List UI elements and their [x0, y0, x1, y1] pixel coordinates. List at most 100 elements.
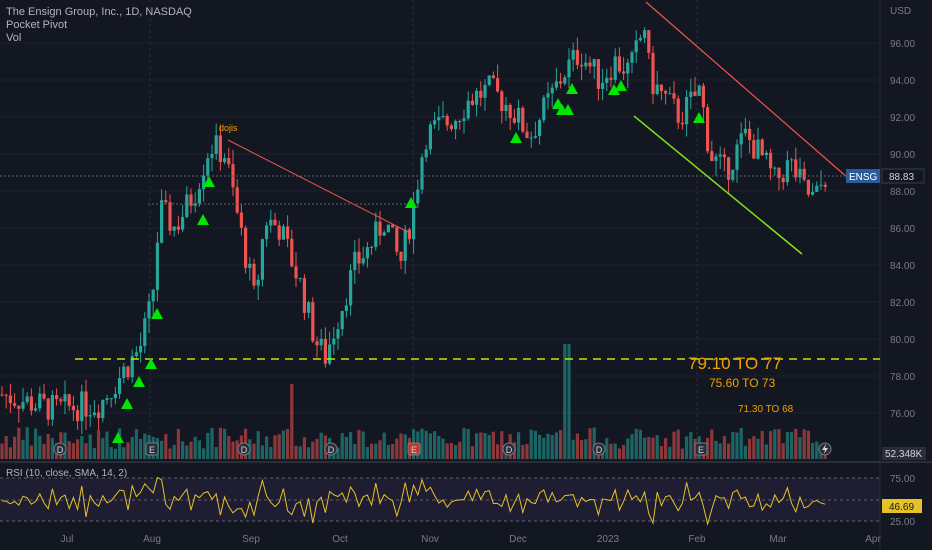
event-letter: E: [698, 445, 704, 455]
volume-bar: [307, 447, 310, 459]
candle-body: [105, 398, 108, 400]
price-tick: 96.00: [890, 39, 915, 50]
volume-bar: [794, 429, 797, 459]
volume-bar: [131, 437, 134, 459]
volume-bar: [38, 436, 41, 459]
volume-bar: [437, 436, 440, 459]
candle-body: [761, 140, 764, 156]
volume-bar: [441, 439, 444, 459]
volume-bar: [370, 444, 373, 459]
volume-bar: [311, 442, 314, 459]
candle-body: [538, 120, 541, 136]
candle-body: [307, 302, 310, 313]
candle-body: [101, 400, 104, 418]
rsi-pane[interactable]: RSI (10, close, SMA, 14, 2) 75.00 25.00 …: [0, 468, 922, 528]
candle-body: [521, 108, 524, 132]
volume-bar: [290, 384, 293, 459]
volume-bar: [425, 431, 428, 459]
volume-bar: [122, 447, 125, 459]
symbol-title[interactable]: The Ensign Group, Inc., 1D, NASDAQ: [6, 6, 192, 19]
candle-body: [807, 180, 810, 195]
price-value: 88.83: [889, 172, 914, 183]
pocket-pivot-label[interactable]: Pocket Pivot: [6, 19, 192, 32]
volume-bar: [84, 443, 87, 459]
event-letter: E: [149, 445, 155, 455]
candle-body: [374, 222, 377, 247]
volume-bar: [777, 429, 780, 459]
volume-bar: [580, 440, 583, 459]
volume-bar: [731, 432, 734, 459]
chart-legend: The Ensign Group, Inc., 1D, NASDAQ Pocke…: [6, 6, 192, 45]
event-letter: E: [411, 445, 417, 455]
volume-bar: [563, 344, 566, 459]
candle-body: [681, 123, 684, 125]
candle-body: [59, 399, 62, 401]
volume-bar: [257, 431, 260, 459]
pivot-triangle: [405, 197, 417, 208]
candle-body: [542, 98, 545, 121]
candle-body: [252, 264, 255, 286]
candle-body: [181, 217, 184, 230]
rsi-tick-75: 75.00: [890, 474, 915, 485]
volume-bar: [357, 430, 360, 459]
candle-body: [168, 202, 171, 231]
candle-body: [47, 399, 50, 420]
time-axis[interactable]: Jul Aug Sep Oct Nov Dec 2023 Feb Mar Apr: [61, 534, 882, 545]
candle-body: [811, 192, 814, 195]
candle-body: [647, 30, 650, 53]
price-tick: 84.00: [890, 261, 915, 272]
candle-body: [534, 136, 537, 138]
candle-body: [731, 170, 734, 180]
price-axis[interactable]: USD 96.00 94.00 92.00 90.00 88.00 86.00 84.00 8…: [890, 6, 915, 420]
volume-bar: [710, 430, 713, 459]
candle-body: [555, 81, 558, 87]
volume-bar: [635, 429, 638, 459]
candle-body: [677, 99, 680, 123]
candle-body: [551, 88, 554, 94]
volume-bar: [626, 438, 629, 459]
volume-bar: [185, 445, 188, 459]
volume-bar: [9, 447, 12, 459]
candle-body: [756, 140, 759, 159]
candle-body: [475, 91, 478, 105]
volume-bar: [76, 439, 79, 459]
volume-bar: [139, 439, 142, 459]
candle-body: [664, 91, 667, 94]
candle-body: [614, 56, 617, 79]
candle-body: [635, 40, 638, 52]
volume-bar: [261, 446, 264, 459]
candle-body: [458, 121, 461, 122]
volume-bar: [714, 441, 717, 459]
volume-bar: [399, 433, 402, 459]
volume-value: 52.348K: [885, 449, 923, 460]
candle-body: [790, 159, 793, 160]
time-tick: Dec: [509, 534, 527, 545]
volume-label[interactable]: Vol: [6, 32, 192, 45]
volume-bar: [500, 431, 503, 459]
candle-body: [765, 153, 768, 155]
volume-bar: [80, 436, 83, 459]
volume-bar: [689, 432, 692, 459]
candle-body: [404, 230, 407, 261]
candle-body: [824, 185, 827, 187]
candle-body: [609, 78, 612, 80]
volume-bar: [30, 446, 33, 459]
candle-body: [656, 85, 659, 94]
candle-body: [341, 311, 344, 329]
event-letter: D: [57, 445, 64, 455]
volume-value-tag: 52.348K: [882, 447, 926, 460]
candle-body: [689, 92, 692, 97]
candle-body: [567, 60, 570, 78]
volume-bar: [223, 429, 226, 459]
volume-bar: [273, 435, 276, 459]
volume-bar: [219, 428, 222, 459]
volume-bar: [97, 430, 100, 459]
candle-body: [488, 75, 491, 85]
volume-bar: [723, 436, 726, 459]
volume-bar: [584, 439, 587, 459]
volume-bar: [5, 436, 8, 459]
volume-bar: [395, 439, 398, 459]
candle-body: [525, 132, 528, 138]
volume-bar: [782, 443, 785, 459]
